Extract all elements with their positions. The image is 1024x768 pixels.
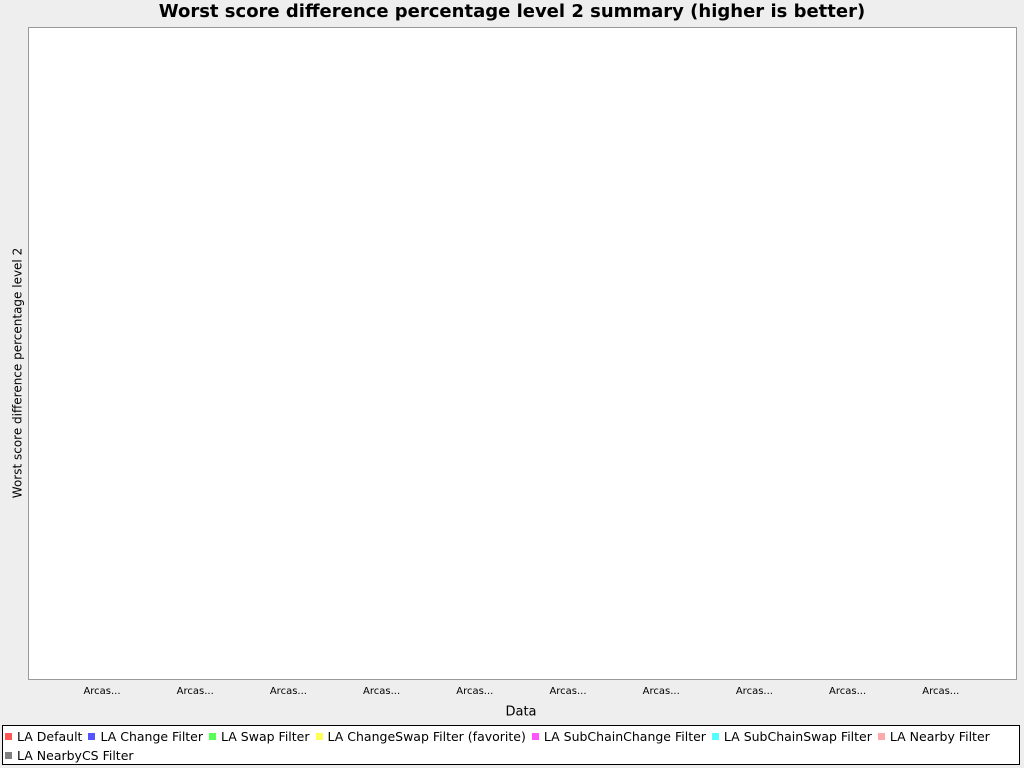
legend-swatch xyxy=(531,733,539,740)
plot-area xyxy=(28,27,1017,680)
x-tick-label: Arcas... xyxy=(829,686,866,697)
legend-swatch xyxy=(209,733,217,740)
legend-swatch xyxy=(315,733,323,740)
x-tick-label: Arcas... xyxy=(643,686,680,697)
legend-label: LA SubChainChange Filter xyxy=(543,729,706,744)
y-axis-label: Worst score difference percentage level … xyxy=(11,248,25,498)
x-tick-label: Arcas... xyxy=(456,686,493,697)
legend-swatch xyxy=(88,733,96,740)
legend-item: LA Swap Filter xyxy=(209,727,310,746)
legend-label: LA Swap Filter xyxy=(221,729,310,744)
legend-item: LA Change Filter xyxy=(88,727,203,746)
legend-swatch xyxy=(711,733,719,740)
legend-label: LA NearbyCS Filter xyxy=(17,748,134,763)
x-tick-label: Arcas... xyxy=(270,686,307,697)
x-tick-label: Arcas... xyxy=(363,686,400,697)
x-tick-label: Arcas... xyxy=(736,686,773,697)
legend-item: LA ChangeSwap Filter (favorite) xyxy=(315,727,526,746)
legend-item: LA SubChainChange Filter xyxy=(531,727,706,746)
legend-label: LA Default xyxy=(17,729,83,744)
legend-item: LA Default xyxy=(5,727,82,746)
legend-swatch xyxy=(877,733,885,740)
legend-swatch xyxy=(5,733,12,740)
x-tick-label: Arcas... xyxy=(549,686,586,697)
legend-label: LA Change Filter xyxy=(100,729,204,744)
x-axis-label: Data xyxy=(505,705,536,720)
legend: LA Default LA Change Filter LA Swap Filter… xyxy=(2,725,1020,765)
chart: Worst score difference percentage level … xyxy=(11,1,1017,720)
x-tick-label: Arcas... xyxy=(922,686,959,697)
legend-label: LA ChangeSwap Filter (favorite) xyxy=(327,729,526,744)
x-tick-label: Arcas... xyxy=(177,686,214,697)
legend-item: LA NearbyCS Filter xyxy=(5,746,134,765)
legend-swatch xyxy=(5,752,12,759)
legend-item: LA Nearby Filter xyxy=(877,727,990,746)
chart-title: Worst score difference percentage level … xyxy=(159,1,865,22)
legend-item: LA SubChainSwap Filter xyxy=(711,727,872,746)
legend-label: LA SubChainSwap Filter xyxy=(723,729,872,744)
legend-label: LA Nearby Filter xyxy=(889,729,990,744)
x-tick-label: Arcas... xyxy=(83,686,120,697)
